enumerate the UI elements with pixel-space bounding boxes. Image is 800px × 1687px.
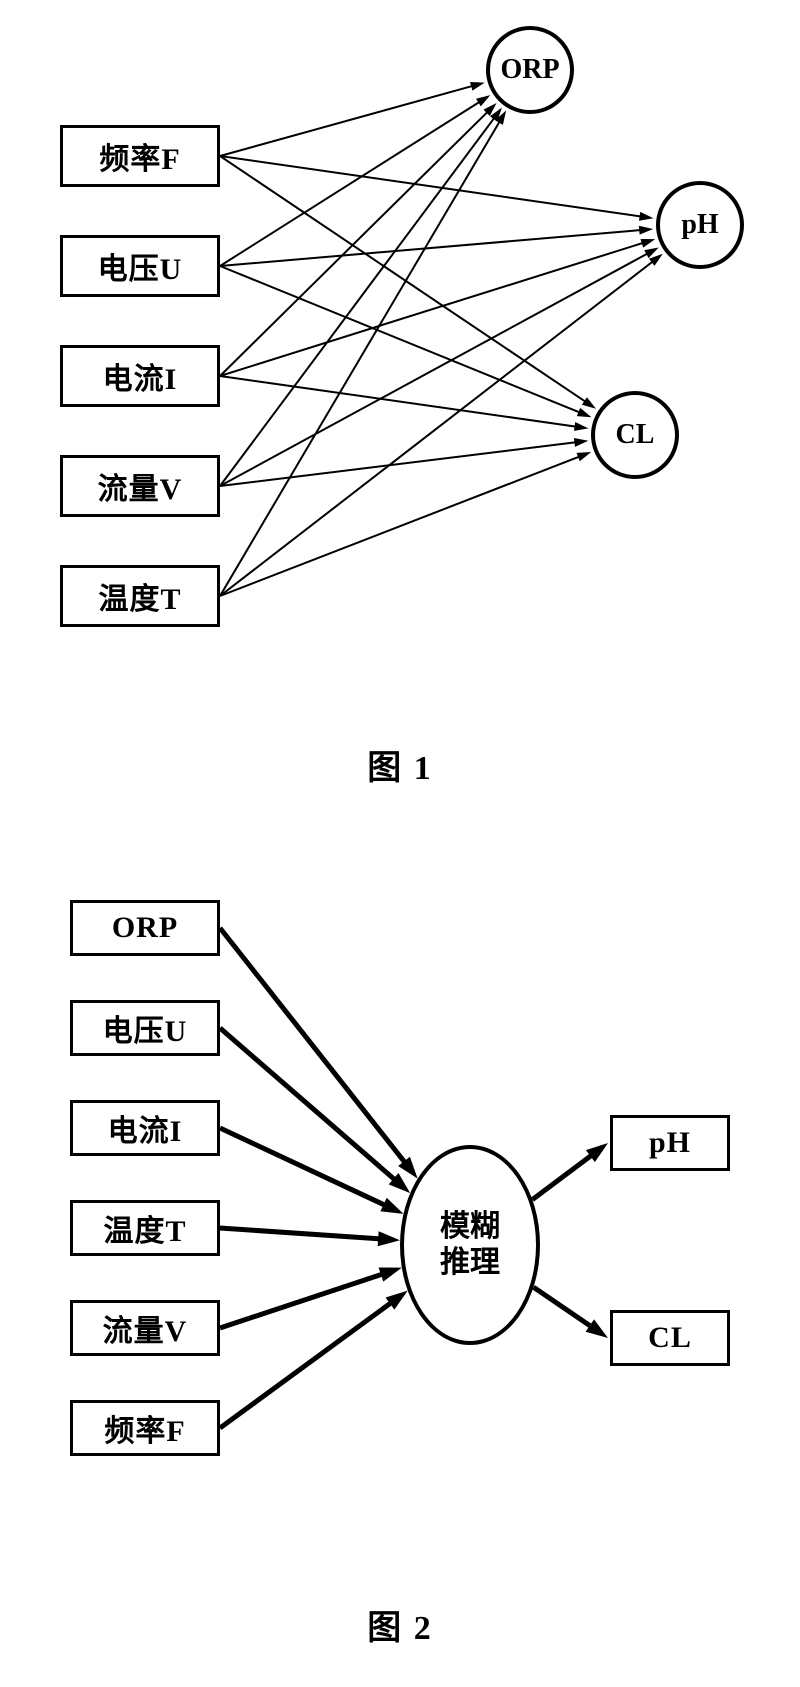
fuzzy-inference-label: 模糊推理 [440,1209,500,1281]
input-freq: 频率F [60,125,220,187]
input-flow: 流量V [70,1300,220,1356]
input-voltage: 电压U [70,1000,220,1056]
input-freq-label: 频率F [99,134,180,178]
output-orp-label: ORP [500,54,559,86]
input-temp-label: 温度T [103,1206,186,1250]
input-current: 电流I [60,345,220,407]
input-flow-label: 流量V [103,1306,188,1350]
input-flow: 流量V [60,455,220,517]
output-ph: pH [610,1115,730,1171]
diagram-2: ORP 电压U 电流I 温度T 流量V 频率F 模糊推理 pH CL [0,860,800,1620]
input-temp: 温度T [60,565,220,627]
input-freq-label: 频率F [104,1406,185,1450]
input-voltage-label: 电压U [98,244,183,288]
input-freq: 频率F [70,1400,220,1456]
input-current-label: 电流I [103,354,178,398]
input-current-label: 电流I [108,1106,183,1150]
fuzzy-inference: 模糊推理 [400,1145,540,1345]
input-orp-label: ORP [112,911,178,945]
input-orp: ORP [70,900,220,956]
diagram-1: 频率F 电压U 电流I 流量V 温度T ORP pH CL [0,15,800,735]
output-cl-label: CL [648,1321,692,1355]
input-temp-label: 温度T [98,574,181,618]
output-cl: CL [610,1310,730,1366]
input-temp: 温度T [70,1200,220,1256]
output-ph-label: pH [681,209,718,241]
output-ph: pH [656,181,744,269]
input-flow-label: 流量V [98,464,183,508]
output-orp: ORP [486,26,574,114]
caption-2: 图 2 [0,1600,800,1649]
input-voltage: 电压U [60,235,220,297]
output-cl: CL [591,391,679,479]
output-cl-label: CL [616,419,655,451]
input-current: 电流I [70,1100,220,1156]
caption-1: 图 1 [0,740,800,789]
input-voltage-label: 电压U [103,1006,188,1050]
output-ph-label: pH [649,1126,691,1160]
